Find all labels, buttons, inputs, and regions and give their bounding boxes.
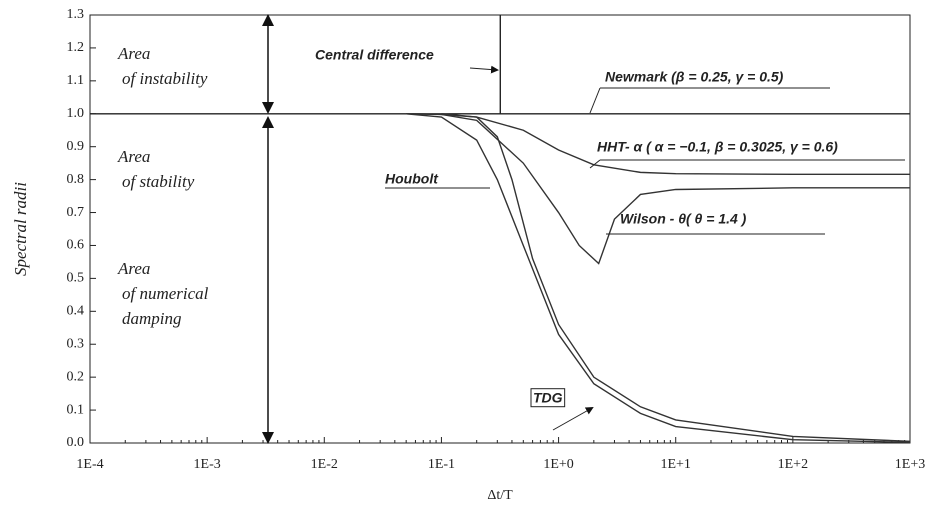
annotation: of stability [122, 172, 195, 191]
series-line [441, 113, 911, 443]
series-line [406, 113, 911, 444]
series-label: Central difference [315, 47, 434, 63]
y-tick-label: 0.7 [67, 205, 85, 220]
y-tick-label: 1.3 [67, 7, 85, 22]
x-tick-label: 1E-1 [428, 457, 455, 472]
label-box [530, 388, 566, 408]
y-tick-label: 0.8 [67, 172, 85, 187]
x-tick-label: 1E+3 [895, 457, 925, 472]
y-tick-label: 0.9 [67, 139, 85, 154]
y-tick-label: 0.6 [67, 238, 85, 253]
leader-line [469, 65, 499, 74]
series-label: Houbolt [385, 171, 439, 187]
series-label: Wilson - θ( θ = 1.4 ) [620, 211, 747, 227]
series-label: Newmark (β = 0.25, γ = 0.5) [605, 69, 784, 85]
leader-line [552, 407, 594, 431]
x-tick-label: 1E+0 [543, 457, 573, 472]
series-label: TDG [533, 390, 563, 406]
annotation: damping [122, 309, 182, 328]
series-label: HHT- α ( α = −0.1, β = 0.3025, γ = 0.6) [597, 139, 838, 155]
series-line [406, 113, 910, 265]
annotation: of instability [122, 69, 208, 88]
y-tick-label: 0.4 [67, 304, 85, 319]
annotation: Area [117, 259, 150, 278]
leader-line [589, 87, 601, 114]
y-tick-label: 1.2 [67, 40, 85, 55]
y-tick-label: 0.1 [67, 402, 85, 417]
annotation: of numerical [122, 284, 209, 303]
y-tick-label: 0.3 [67, 336, 85, 351]
x-tick-label: 1E+2 [778, 457, 808, 472]
y-tick-label: 0.5 [67, 271, 85, 286]
y-tick-label: 0.2 [67, 369, 85, 384]
y-tick-label: 0.0 [67, 435, 85, 450]
y-tick-label: 1.1 [67, 73, 85, 88]
annotation: Area [117, 147, 150, 166]
y-axis-label: Spectral radii [11, 182, 30, 276]
x-tick-label: 1E-2 [311, 457, 338, 472]
x-tick-label: 1E+1 [660, 457, 690, 472]
x-tick-label: 1E-3 [194, 457, 221, 472]
x-tick-label: 1E-4 [76, 457, 103, 472]
y-tick-label: 1.0 [67, 106, 85, 121]
annotation: Area [117, 44, 150, 63]
x-axis-label: Δt/T [487, 488, 513, 503]
leader-line [589, 159, 601, 169]
